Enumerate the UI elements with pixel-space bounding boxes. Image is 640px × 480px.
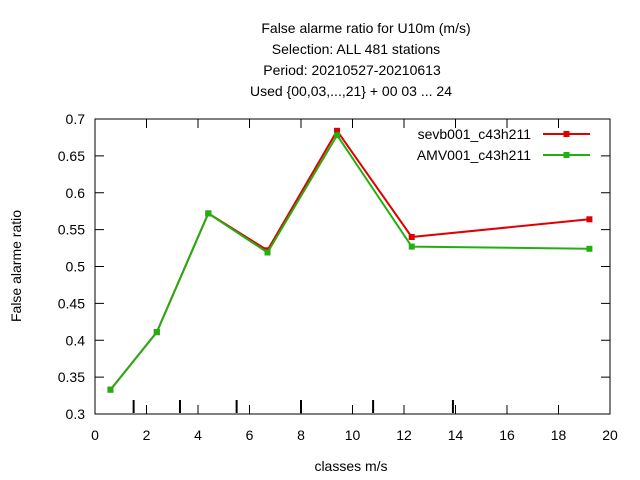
y-tick-label: 0.45 [58, 295, 85, 311]
x-tick-label: 2 [143, 427, 151, 443]
x-axis-label: classes m/s [314, 458, 387, 474]
y-tick-label: 0.35 [58, 369, 85, 385]
data-point [264, 249, 271, 256]
y-tick-label: 0.65 [58, 148, 85, 164]
x-tick-label: 10 [345, 427, 361, 443]
y-tick-label: 0.4 [66, 332, 86, 348]
y-tick-label: 0.3 [66, 406, 86, 422]
x-tick-label: 6 [246, 427, 254, 443]
legend-swatch-marker [563, 131, 570, 137]
data-point [586, 245, 593, 252]
data-point [586, 216, 593, 223]
legend-label: sevb001_c43h211 [418, 126, 532, 142]
legend-label: AMV001_c43h211 [417, 147, 531, 163]
x-axis: 0 2 4 6 8 10 12 14 16 18 20 [91, 119, 618, 443]
class-boundary-marks [132, 400, 454, 413]
data-point [153, 329, 160, 336]
x-tick-label: 12 [396, 427, 412, 443]
legend-swatch-marker [563, 152, 570, 158]
series-2 [107, 132, 593, 393]
legend: sevb001_c43h211 AMV001_c43h211 [417, 126, 590, 163]
data-point [408, 243, 415, 250]
series-line [109, 129, 590, 391]
data-point [334, 127, 341, 134]
y-axis: 0.3 0.35 0.4 0.45 0.5 0.55 0.6 0.65 0.7 [58, 111, 610, 422]
x-tick-label: 20 [602, 427, 618, 443]
title-line-2: Selection: ALL 481 stations [272, 41, 440, 57]
x-tick-label: 0 [91, 427, 99, 443]
data-point [334, 132, 341, 139]
x-tick-label: 8 [297, 427, 305, 443]
y-axis-label: False alarme ratio [8, 210, 24, 322]
data-point [107, 386, 114, 393]
legend-item: sevb001_c43h211 [418, 126, 590, 142]
title-line-3: Period: 20210527-20210613 [263, 62, 441, 78]
y-tick-label: 0.6 [66, 185, 86, 201]
x-tick-label: 14 [448, 427, 464, 443]
x-tick-label: 18 [551, 427, 567, 443]
title-line-4: Used {00,03,...,21} + 00 03 ... 24 [250, 83, 452, 99]
x-tick-label: 4 [194, 427, 202, 443]
title-line-1: False alarme ratio for U10m (m/s) [261, 20, 470, 36]
chart-title: False alarme ratio for U10m (m/s) Select… [250, 20, 471, 99]
legend-item: AMV001_c43h211 [417, 147, 590, 163]
plot-frame [94, 118, 611, 415]
series-1 [107, 127, 593, 393]
y-tick-label: 0.7 [66, 111, 86, 127]
data-series [107, 127, 593, 393]
series-line [109, 134, 590, 391]
x-tick-label: 16 [499, 427, 515, 443]
y-tick-label: 0.5 [66, 259, 86, 275]
y-tick-label: 0.55 [58, 222, 85, 238]
data-point [408, 234, 415, 240]
data-point [205, 210, 212, 217]
